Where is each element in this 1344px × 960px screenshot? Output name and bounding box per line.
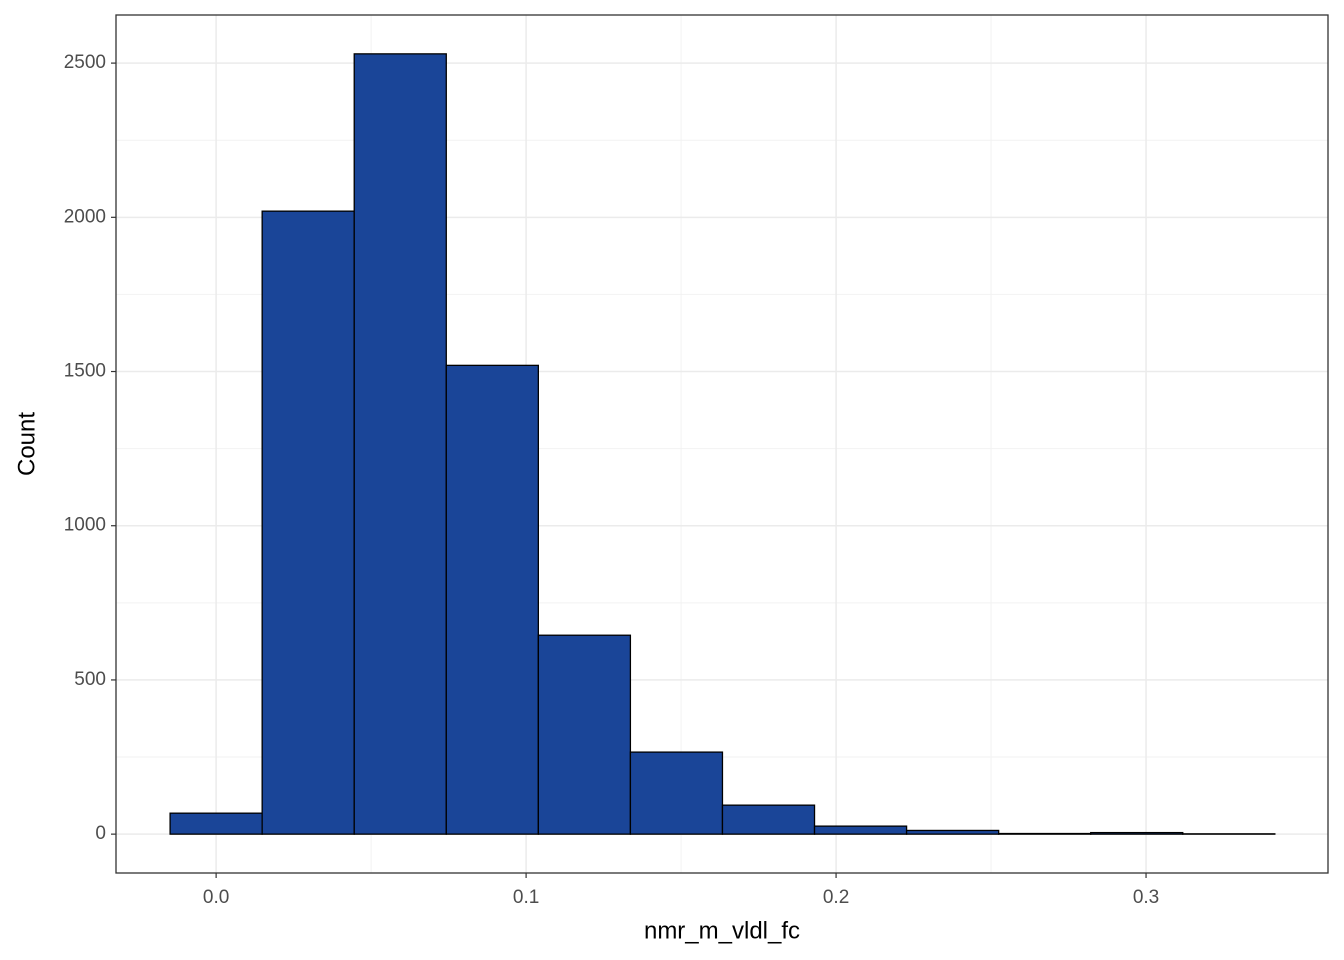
y-tick-label: 2500 [64,52,106,73]
bar [1090,831,1184,835]
y-axis-title: Count [13,412,40,476]
y-tick-label: 0 [95,823,106,844]
bars [169,53,1276,835]
y-tick-label: 2000 [64,206,106,227]
x-tick-label: 0.3 [1133,887,1159,908]
bar [905,829,1000,835]
x-tick-label: 0.0 [203,887,229,908]
bar [629,751,724,835]
y-tick-label: 1500 [64,361,106,382]
bar [445,364,539,835]
bar [998,832,1092,835]
x-axis-title: nmr_m_vldl_fc [644,917,800,944]
x-tick-label: 0.2 [823,887,849,908]
bar [261,210,355,835]
bar [169,812,263,835]
bar [721,804,816,835]
bar [353,53,447,835]
panel-border [115,14,1329,874]
bar [537,634,632,835]
y-tick-label: 1000 [64,515,106,536]
bar [813,825,908,835]
x-tick-label: 0.1 [513,887,539,908]
y-tick-label: 500 [74,669,106,690]
